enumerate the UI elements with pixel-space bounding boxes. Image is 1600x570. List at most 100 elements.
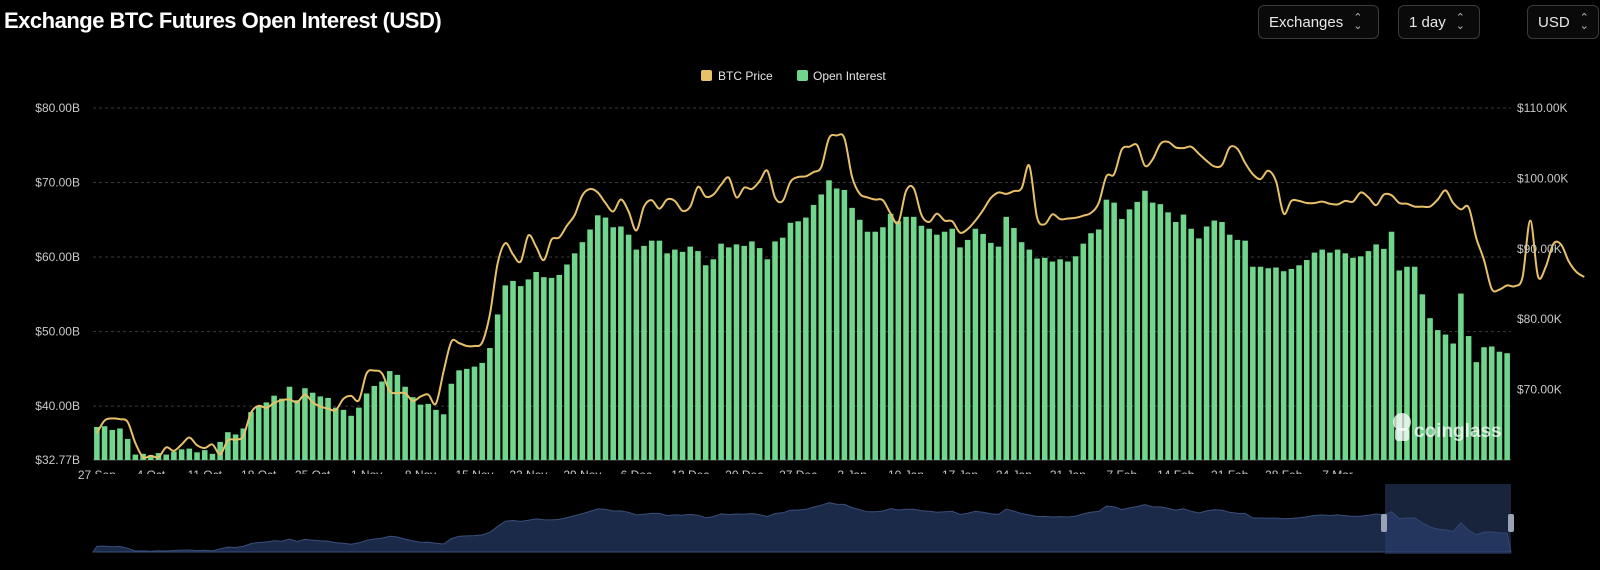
oi-bar <box>533 271 539 460</box>
oi-bar <box>225 432 231 460</box>
currency-select[interactable]: USD ⌃ ⌄ <box>1527 5 1599 39</box>
oi-bar <box>248 412 254 460</box>
y-left-tick-label: $80.00B <box>35 101 80 115</box>
oi-bar <box>980 233 986 460</box>
oi-bar <box>1126 209 1133 460</box>
oi-bar <box>263 402 270 460</box>
oi-bar <box>618 226 624 460</box>
oi-bar <box>1481 347 1487 460</box>
oi-bar <box>1142 190 1148 461</box>
oi-bar <box>1419 294 1426 460</box>
oi-bar <box>194 452 200 460</box>
legend[interactable]: BTC Price Open Interest <box>701 69 886 83</box>
oi-bar <box>957 247 963 460</box>
oi-bar <box>132 454 139 460</box>
oi-bar <box>1003 216 1009 460</box>
oi-bar <box>564 264 570 460</box>
oi-bar <box>1080 243 1087 460</box>
oi-bar <box>1396 270 1403 460</box>
oi-bar <box>1234 239 1241 460</box>
oi-bar <box>232 434 239 460</box>
oi-bar <box>556 274 563 460</box>
oi-bar <box>648 240 655 460</box>
right-axis: $70.00K $80.00K $90.00K $100.00K $110.00K <box>1517 101 1568 397</box>
oi-bar <box>109 429 116 460</box>
y-left-tick-label: $50.00B <box>35 325 80 339</box>
oi-bar <box>1149 202 1156 460</box>
oi-bar <box>510 280 516 460</box>
page-title: Exchange BTC Futures Open Interest (USD) <box>4 8 442 33</box>
left-axis: $32.77B $40.00B $50.00B $60.00B $70.00B $80.0… <box>35 101 80 467</box>
oi-bar <box>833 188 840 461</box>
y-left-tick-label: $40.00B <box>35 399 80 413</box>
navigator-right-handle[interactable] <box>1508 514 1514 532</box>
oi-bar <box>1057 259 1063 460</box>
oi-bar <box>1180 214 1187 460</box>
range-navigator[interactable] <box>92 474 1514 554</box>
watermark-text: coinglass <box>1414 421 1502 442</box>
oi-bar <box>718 243 724 460</box>
oi-bar <box>733 244 740 460</box>
oi-bar <box>178 449 185 460</box>
oi-bar <box>949 228 956 460</box>
oi-bar <box>864 231 871 460</box>
currency-select-label: USD <box>1538 13 1570 31</box>
oi-bar <box>1265 268 1272 460</box>
oi-bar <box>548 277 555 460</box>
oi-bar <box>610 227 616 460</box>
oi-bar <box>1450 343 1456 460</box>
oi-bar <box>463 368 470 460</box>
oi-bar <box>394 374 401 460</box>
oi-bar <box>633 249 640 460</box>
btc-price-line <box>96 133 1585 459</box>
oi-bar <box>1257 266 1264 460</box>
oi-bar <box>679 251 686 460</box>
oi-bar <box>803 217 809 460</box>
oi-bar <box>1435 330 1441 460</box>
oi-bar <box>94 426 100 460</box>
oi-bar <box>795 221 801 460</box>
oi-bar <box>1172 222 1179 460</box>
oi-bar <box>779 237 786 460</box>
oi-bar <box>1203 226 1210 460</box>
oi-bar <box>1196 238 1202 460</box>
oi-bar <box>1442 334 1449 460</box>
oi-bar <box>903 216 909 460</box>
oi-bar <box>117 428 123 460</box>
oi-bar <box>1381 248 1387 460</box>
y-right-tick-label: $90.00K <box>1517 242 1562 256</box>
oi-bar <box>695 251 701 460</box>
oi-bar <box>1041 257 1048 460</box>
oi-bar <box>371 385 378 460</box>
oi-bar <box>425 403 432 460</box>
legend-label-oi[interactable]: Open Interest <box>813 69 886 83</box>
oi-bar <box>363 393 370 460</box>
chevron-updown-icon: ⌃ ⌄ <box>1579 12 1589 32</box>
oi-bar <box>787 222 794 460</box>
oi-bar <box>201 450 208 460</box>
oi-bar <box>710 259 717 460</box>
oi-bar <box>641 245 647 460</box>
legend-label-price[interactable]: BTC Price <box>718 69 773 83</box>
oi-bar <box>356 407 362 460</box>
oi-bar <box>1319 249 1325 460</box>
y-left-tick-label: $70.00B <box>35 176 80 190</box>
oi-bar <box>255 406 262 460</box>
oi-bar <box>410 397 416 460</box>
exchanges-select[interactable]: Exchanges ⌃ ⌄ <box>1258 5 1379 39</box>
oi-bar <box>1111 202 1117 460</box>
oi-bar <box>972 228 979 460</box>
oi-bar <box>1065 261 1071 460</box>
oi-bar <box>1334 249 1341 460</box>
oi-bar <box>148 455 154 460</box>
oi-bar <box>995 246 1002 460</box>
oi-bar <box>880 227 886 460</box>
oi-bar <box>1280 271 1287 460</box>
oi-bar <box>841 189 848 461</box>
y-left-tick-label: $32.77B <box>35 453 80 467</box>
navigator-selection[interactable] <box>1385 484 1511 554</box>
oi-bar <box>240 428 247 460</box>
navigator-left-handle[interactable] <box>1381 514 1387 532</box>
interval-select[interactable]: 1 day ⌃ ⌄ <box>1398 5 1480 39</box>
oi-bar <box>340 409 347 460</box>
